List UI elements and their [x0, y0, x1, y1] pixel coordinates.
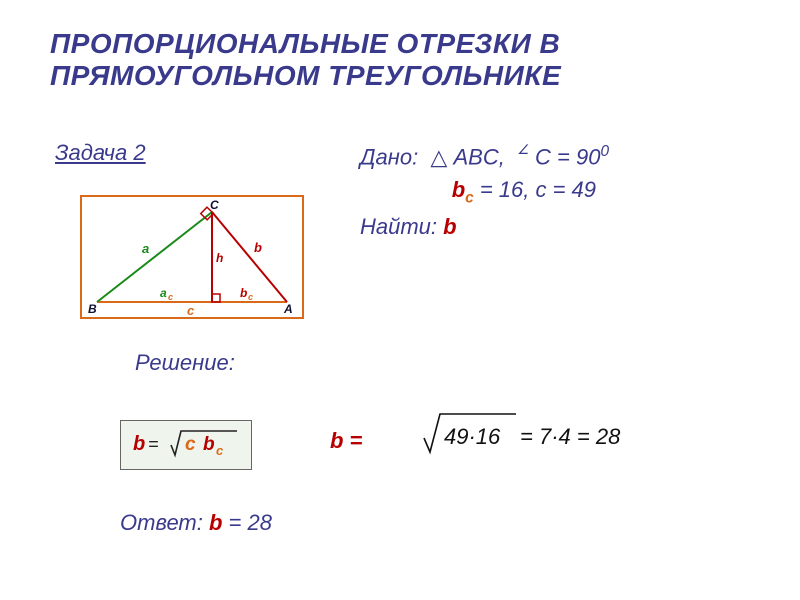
label-c: c	[187, 303, 195, 317]
problem-number: Задача 2	[55, 140, 146, 166]
side-a	[97, 212, 212, 302]
calc-radicand: 49·16	[444, 424, 501, 449]
label-bc: b	[240, 286, 247, 300]
given-dano: Дано:	[360, 144, 418, 169]
triangle-figure: C B A a b h a c b c c	[80, 195, 304, 319]
calc-rest: = 7·4 = 28	[520, 424, 621, 449]
given-abc: ABC,	[453, 144, 504, 169]
vertex-B: B	[88, 302, 97, 316]
answer-val: = 28	[222, 510, 272, 535]
label-ac-sub: c	[168, 292, 173, 302]
formula-eq: =	[148, 434, 159, 454]
vertex-C: C	[210, 198, 219, 212]
formula-box: b = c b c	[120, 420, 252, 470]
answer-label: Ответ:	[120, 510, 209, 535]
answer-line: Ответ: b = 28	[120, 510, 272, 536]
label-bc-sub: c	[248, 292, 253, 302]
given-angle: C = 90	[535, 144, 600, 169]
given-block: Дано: △ ABC, ∠ C = 900 bc = 16, c = 49 Н…	[360, 140, 609, 243]
given-bc-sub: c	[465, 190, 474, 207]
given-find: Найти:	[360, 214, 437, 239]
solution-label: Решение:	[135, 350, 235, 376]
formula-bc-sub: c	[216, 443, 224, 458]
formula-bc: b	[203, 434, 215, 455]
label-a: a	[142, 241, 149, 256]
right-angle-foot	[212, 294, 220, 302]
vertex-A: A	[283, 302, 293, 316]
formula-b: b	[133, 433, 145, 455]
label-h: h	[216, 251, 223, 265]
calculation: 49·16 = 7·4 = 28	[420, 402, 680, 467]
label-ac: a	[160, 286, 167, 300]
label-b: b	[254, 240, 262, 255]
title-line2: ПРЯМОУГОЛЬНОМ ТРЕУГОЛЬНИКЕ	[50, 60, 561, 91]
answer-var: b	[209, 510, 222, 535]
given-angle-sup: 0	[600, 143, 609, 160]
formula-c: c	[185, 434, 196, 455]
given-find-var: b	[443, 214, 456, 239]
slide-title: ПРОПОРЦИОНАЛЬНЫЕ ОТРЕЗКИ В ПРЯМОУГОЛЬНОМ…	[50, 28, 750, 92]
b-equals: b =	[330, 428, 362, 454]
given-bc: b	[452, 177, 465, 202]
title-line1: ПРОПОРЦИОНАЛЬНЫЕ ОТРЕЗКИ В	[50, 28, 560, 59]
given-bc-eq: = 16, c = 49	[474, 177, 596, 202]
